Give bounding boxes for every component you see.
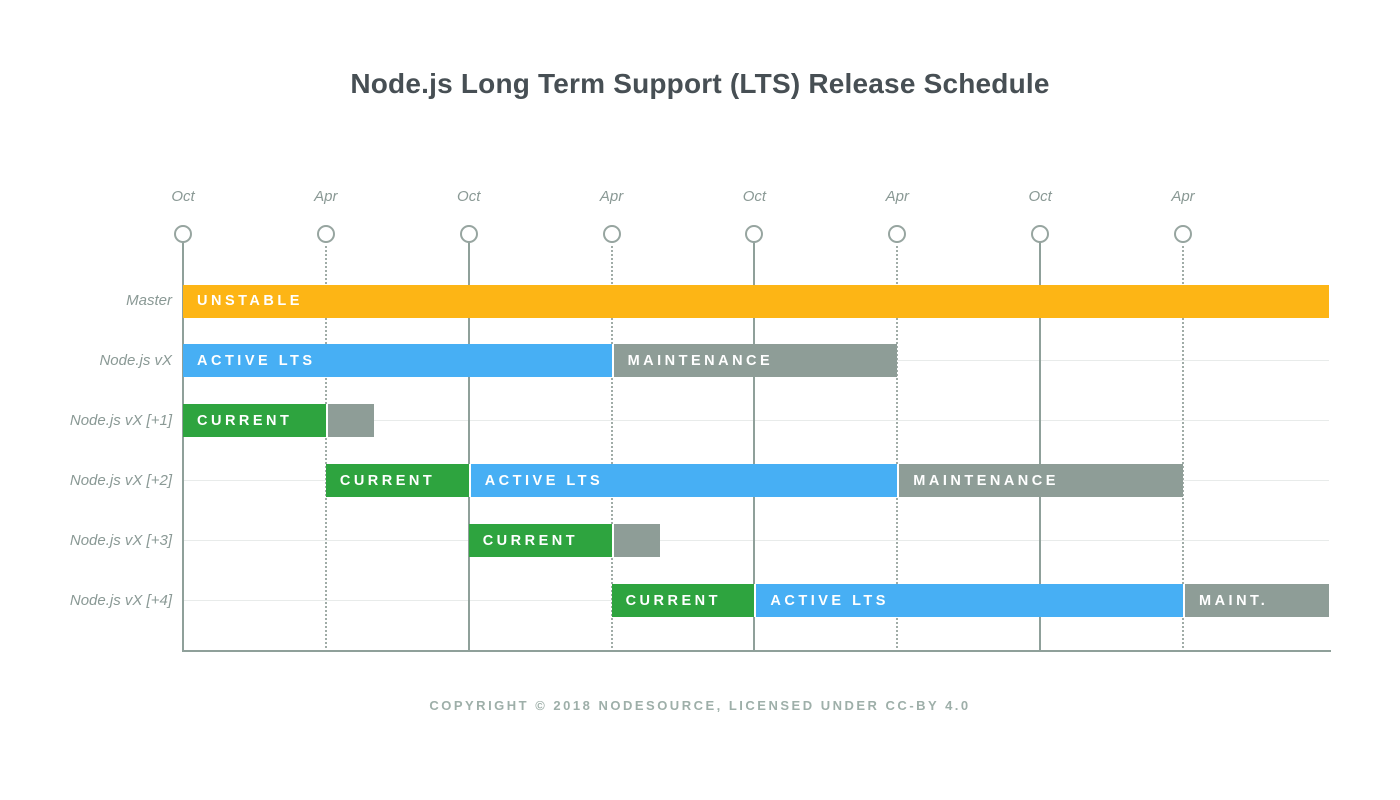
timeline-solid-line (753, 241, 756, 652)
bar-segment-label: CURRENT (625, 592, 721, 609)
row-label: Master (126, 292, 172, 309)
timeline-marker-icon (459, 225, 478, 243)
x-axis-line (183, 650, 1331, 652)
bar-current: CURRENT (611, 584, 755, 617)
timeline-marker-icon (888, 225, 907, 243)
bar-current: CURRENT (468, 524, 612, 558)
bar-segment-label: ACTIVE LTS (484, 472, 604, 489)
bar-segment-label: MAINTENANCE (913, 472, 1059, 489)
bar-unstable: UNSTABLE (183, 284, 1329, 318)
timeline-marker-icon (745, 225, 764, 243)
bar-segment-label: MAINT. (1198, 592, 1269, 609)
row-label: Node.js vX (99, 351, 172, 369)
timeline-dotted-line (896, 241, 899, 652)
tick-label: Apr (1171, 188, 1195, 205)
timeline-dotted-line (324, 241, 327, 652)
bar-segment-label: ACTIVE LTS (770, 592, 889, 609)
timeline-solid-line (1039, 241, 1042, 652)
timeline-marker-icon (316, 225, 335, 243)
timeline-marker-icon (174, 225, 192, 243)
row-gridline (183, 420, 1329, 422)
tick-label: Apr (314, 188, 338, 205)
tick-label: Oct (742, 188, 767, 205)
tick-label: Oct (457, 188, 481, 205)
bar-segment-label: CURRENT (482, 532, 579, 549)
bar-active-lts: ACTIVE LTS (468, 464, 898, 498)
timeline-solid-line (182, 241, 184, 652)
tick-label: Apr (885, 188, 909, 205)
row-label: Node.js vX [+3] (69, 531, 172, 549)
tick-label: Oct (1028, 188, 1052, 205)
bar-stub (325, 404, 375, 438)
chart-title: Node.js Long Term Support (LTS) Release … (350, 68, 1050, 99)
bar-segment-label: UNSTABLE (197, 293, 303, 309)
bar-segment-label: CURRENT (197, 412, 293, 429)
bar-stub (611, 524, 661, 558)
bar-maintenance: MAINTENANCE (897, 464, 1183, 498)
row-label: Node.js vX [+2] (69, 471, 172, 489)
copyright-footer: COPYRIGHT © 2018 NODESOURCE, LICENSED UN… (429, 698, 971, 713)
timeline-marker-icon (1031, 225, 1050, 243)
bar-active-lts: ACTIVE LTS (754, 584, 1183, 617)
bar-maint: MAINT. (1182, 584, 1329, 617)
bar-segment-label: MAINTENANCE (627, 352, 774, 369)
bar-active-lts: ACTIVE LTS (183, 344, 612, 378)
bar-segment-label: ACTIVE LTS (197, 352, 316, 369)
row-label: Node.js vX [+4] (69, 591, 172, 609)
row-gridline (183, 540, 1329, 542)
timeline-marker-icon (1173, 225, 1192, 243)
timeline-solid-line (467, 241, 470, 652)
timeline-marker-icon (602, 225, 621, 243)
bar-maintenance: MAINTENANCE (611, 344, 898, 378)
bar-current: CURRENT (325, 464, 469, 498)
bar-current: CURRENT (183, 404, 326, 438)
tick-label: Apr (599, 188, 624, 205)
tick-label: Oct (171, 188, 195, 205)
timeline-dotted-line (610, 241, 613, 652)
timeline-dotted-line (1181, 241, 1184, 652)
row-label: Node.js vX [+1] (69, 411, 172, 429)
bar-segment-label: CURRENT (339, 472, 436, 489)
